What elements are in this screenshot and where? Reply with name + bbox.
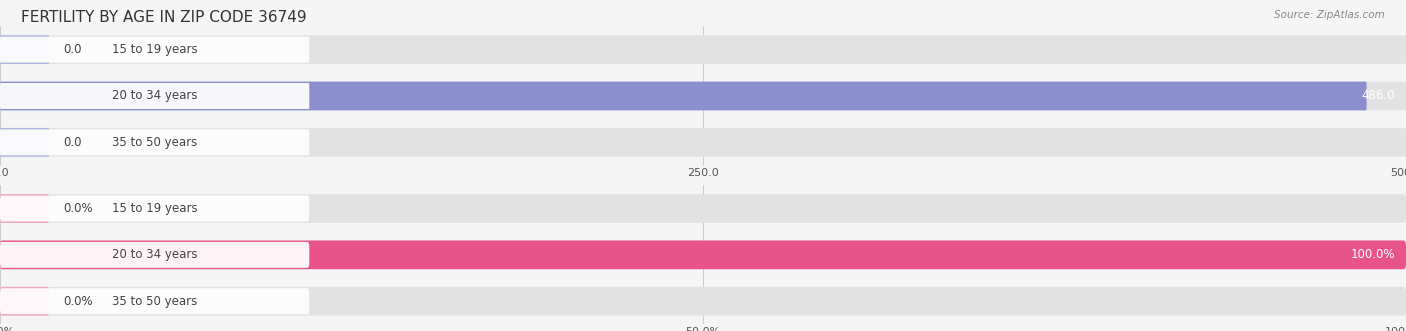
Text: FERTILITY BY AGE IN ZIP CODE 36749: FERTILITY BY AGE IN ZIP CODE 36749 [21, 10, 307, 25]
FancyBboxPatch shape [0, 287, 49, 315]
FancyBboxPatch shape [0, 288, 309, 314]
FancyBboxPatch shape [0, 196, 309, 221]
Text: 0.0%: 0.0% [63, 295, 93, 308]
Text: 486.0: 486.0 [1361, 89, 1395, 103]
FancyBboxPatch shape [0, 37, 309, 63]
Text: Source: ZipAtlas.com: Source: ZipAtlas.com [1274, 10, 1385, 20]
Text: 15 to 19 years: 15 to 19 years [112, 202, 197, 215]
Text: 0.0: 0.0 [63, 136, 82, 149]
FancyBboxPatch shape [0, 194, 1406, 223]
Text: 0.0%: 0.0% [63, 202, 93, 215]
Text: 0.0: 0.0 [63, 43, 82, 56]
FancyBboxPatch shape [0, 128, 49, 157]
FancyBboxPatch shape [0, 287, 1406, 315]
FancyBboxPatch shape [0, 128, 1406, 157]
Text: 35 to 50 years: 35 to 50 years [112, 136, 197, 149]
FancyBboxPatch shape [0, 242, 309, 268]
FancyBboxPatch shape [0, 35, 49, 64]
FancyBboxPatch shape [0, 194, 49, 223]
Text: 20 to 34 years: 20 to 34 years [112, 248, 197, 261]
Text: 15 to 19 years: 15 to 19 years [112, 43, 197, 56]
FancyBboxPatch shape [0, 82, 1367, 110]
FancyBboxPatch shape [0, 35, 1406, 64]
Text: 35 to 50 years: 35 to 50 years [112, 295, 197, 308]
FancyBboxPatch shape [0, 241, 1406, 269]
FancyBboxPatch shape [0, 83, 309, 109]
FancyBboxPatch shape [0, 129, 309, 155]
FancyBboxPatch shape [0, 82, 1406, 110]
FancyBboxPatch shape [0, 241, 1406, 269]
Text: 100.0%: 100.0% [1350, 248, 1395, 261]
Text: 20 to 34 years: 20 to 34 years [112, 89, 197, 103]
